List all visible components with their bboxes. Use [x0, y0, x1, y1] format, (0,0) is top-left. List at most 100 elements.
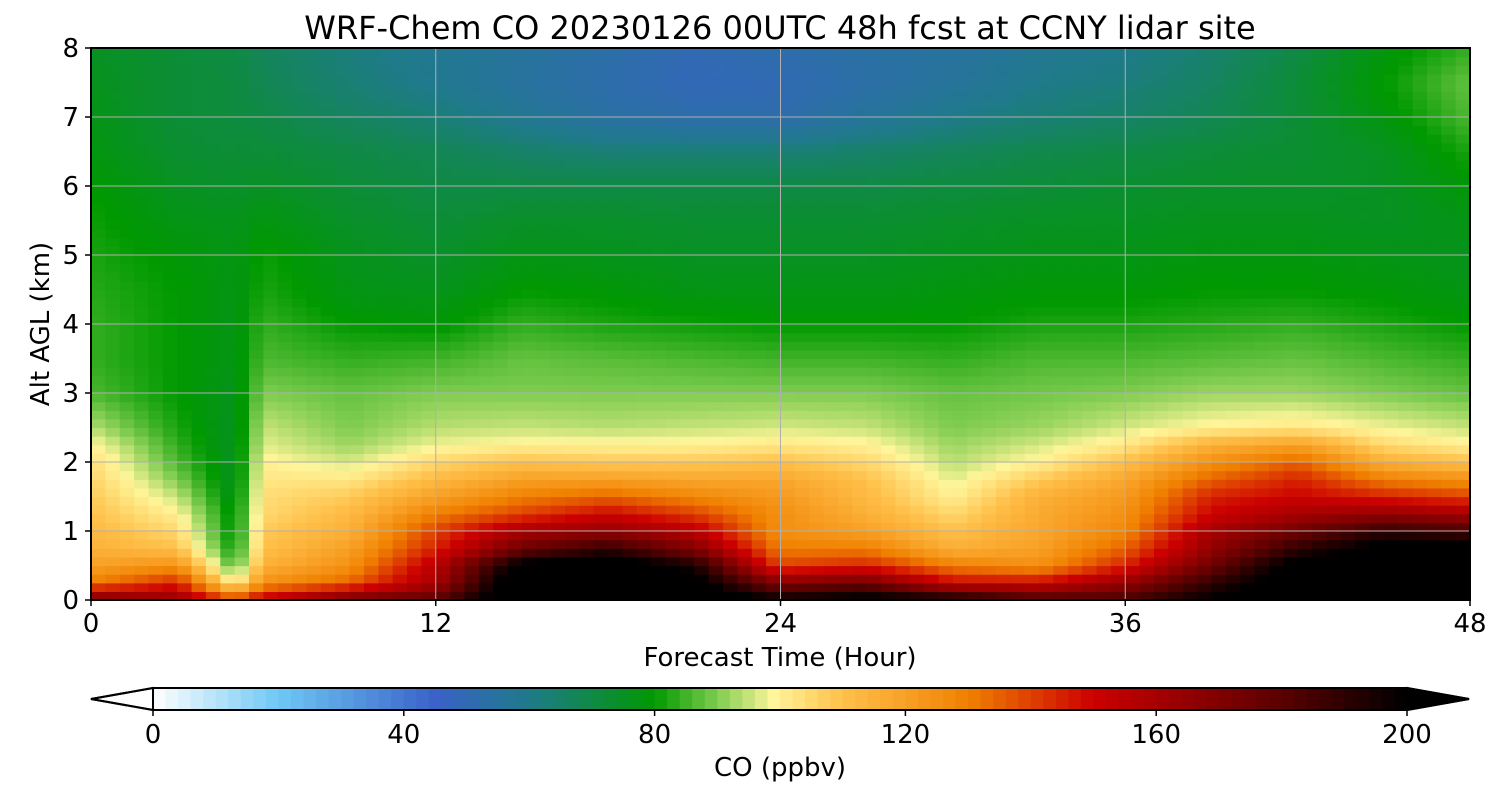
heatmap-cell	[1283, 246, 1299, 256]
heatmap-cell	[521, 280, 537, 291]
heatmap-cell	[1082, 332, 1098, 342]
heatmap-cell	[780, 565, 796, 575]
heatmap-cell	[378, 186, 394, 196]
heatmap-cell	[952, 168, 968, 178]
heatmap-cell	[378, 203, 394, 213]
heatmap-cell	[478, 349, 494, 360]
heatmap-cell	[91, 332, 106, 342]
heatmap-cell	[780, 280, 796, 291]
heatmap-cell	[723, 160, 738, 170]
heatmap-cell	[162, 246, 178, 256]
heatmap-cell	[1455, 556, 1470, 567]
heatmap-cell	[794, 324, 810, 334]
heatmap-cell	[378, 298, 394, 308]
heatmap-cell	[421, 410, 437, 420]
heatmap-cell	[407, 229, 422, 239]
heatmap-cell	[1355, 574, 1371, 584]
heatmap-cell	[1039, 332, 1055, 342]
heatmap-cell	[493, 324, 509, 334]
heatmap-cell	[292, 479, 308, 489]
heatmap-cell	[780, 246, 796, 256]
heatmap-cell	[536, 410, 552, 420]
heatmap-cell	[105, 591, 121, 600]
heatmap-cell	[708, 211, 724, 222]
heatmap-cell	[694, 151, 710, 161]
heatmap-cell	[478, 255, 494, 265]
heatmap-cell	[464, 168, 480, 178]
heatmap-cell	[1340, 349, 1356, 360]
heatmap-cell	[1441, 393, 1457, 403]
heatmap-cell	[277, 522, 293, 532]
heatmap-cell	[924, 591, 940, 600]
heatmap-cell	[134, 272, 150, 282]
heatmap-cell	[1412, 211, 1428, 222]
heatmap-cell	[881, 375, 897, 385]
heatmap-cell	[392, 565, 408, 575]
heatmap-cell	[823, 306, 839, 316]
heatmap-cell	[478, 410, 494, 420]
heatmap-cell	[1225, 375, 1241, 385]
heatmap-cell	[263, 487, 279, 498]
heatmap-cell	[234, 298, 250, 308]
heatmap-cell	[1024, 289, 1040, 299]
heatmap-cell	[837, 582, 853, 592]
heatmap-cell	[1096, 306, 1112, 316]
heatmap-cell	[737, 436, 753, 446]
heatmap-cell	[91, 462, 106, 472]
heatmap-cell	[550, 263, 566, 273]
heatmap-cell	[1053, 280, 1069, 291]
heatmap-cell	[1024, 487, 1040, 498]
heatmap-cell	[780, 444, 796, 454]
heatmap-cell	[794, 401, 810, 411]
heatmap-cell	[220, 177, 236, 187]
heatmap-cell	[1326, 375, 1342, 385]
heatmap-cell	[335, 522, 351, 532]
heatmap-cell	[450, 168, 466, 178]
heatmap-cell	[1326, 151, 1342, 161]
heatmap-cell	[1182, 194, 1198, 204]
heatmap-cell	[665, 177, 681, 187]
heatmap-cell	[148, 487, 164, 498]
heatmap-cell	[751, 349, 767, 360]
heatmap-cell	[579, 462, 595, 472]
heatmap-cell	[1153, 556, 1169, 567]
heatmap-cell	[679, 220, 695, 230]
heatmap-cell	[1311, 177, 1327, 187]
heatmap-cell	[1326, 324, 1342, 334]
heatmap-cell	[1455, 436, 1470, 446]
heatmap-cell	[1053, 444, 1069, 454]
heatmap-cell	[134, 479, 150, 489]
heatmap-cell	[91, 298, 106, 308]
heatmap-cell	[1010, 211, 1026, 222]
heatmap-cell	[751, 574, 767, 584]
heatmap-cell	[1225, 349, 1241, 360]
heatmap-cell	[967, 505, 983, 515]
heatmap-cell	[234, 393, 250, 403]
heatmap-cell	[1240, 462, 1256, 472]
heatmap-cell	[148, 513, 164, 523]
heatmap-cell	[1139, 401, 1155, 411]
heatmap-cell	[478, 505, 494, 515]
heatmap-cell	[478, 556, 494, 567]
heatmap-cell	[378, 470, 394, 480]
heatmap-cell	[1455, 487, 1470, 498]
heatmap-cell	[1053, 168, 1069, 178]
heatmap-cell	[665, 479, 681, 489]
heatmap-cell	[493, 289, 509, 299]
heatmap-cell	[1139, 229, 1155, 239]
heatmap-cell	[737, 272, 753, 282]
heatmap-cell	[249, 280, 264, 291]
heatmap-cell	[1297, 211, 1313, 222]
heatmap-cell	[636, 263, 652, 273]
heatmap-cell	[105, 237, 121, 247]
heatmap-cell	[435, 358, 451, 368]
heatmap-cell	[1182, 246, 1198, 256]
heatmap-cell	[435, 505, 451, 515]
heatmap-cell	[952, 255, 968, 265]
heatmap-cell	[1369, 306, 1385, 316]
heatmap-cell	[665, 367, 681, 377]
heatmap-cell	[421, 151, 437, 161]
heatmap-cell	[737, 358, 753, 368]
heatmap-cell	[1010, 384, 1026, 394]
heatmap-cell	[651, 436, 667, 446]
